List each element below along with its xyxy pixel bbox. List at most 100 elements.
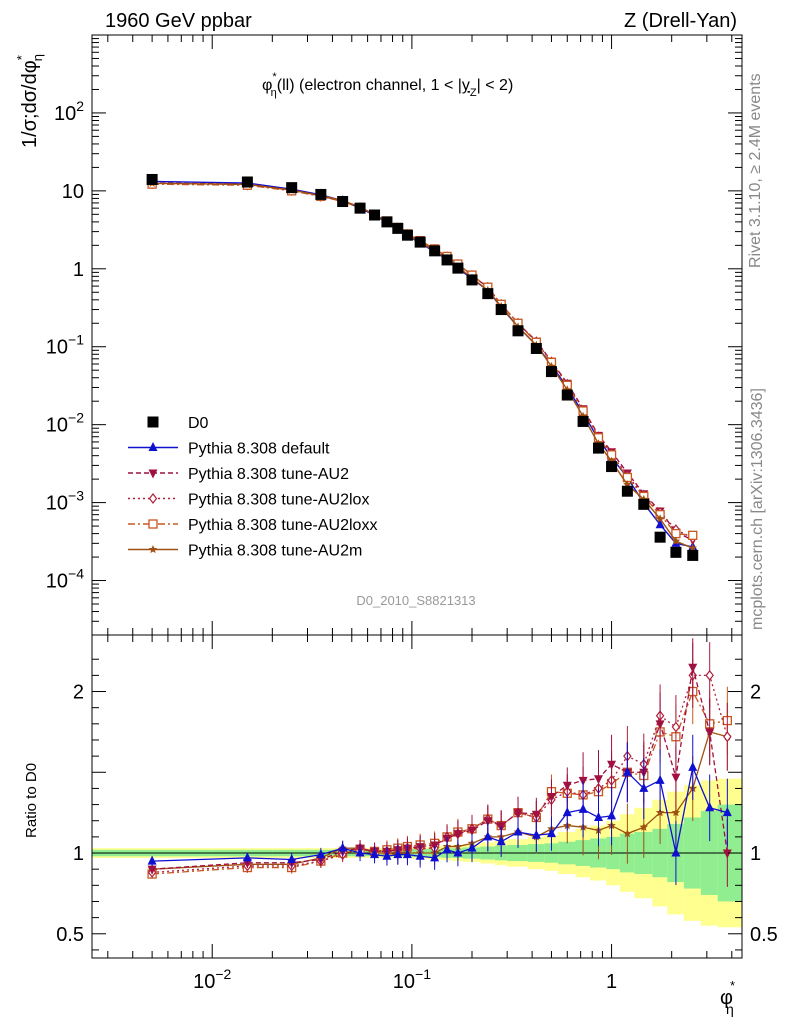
main-y-tick-label: 10−1 bbox=[46, 332, 84, 359]
data-point bbox=[381, 216, 393, 228]
main-y-tick-label: 10−2 bbox=[46, 410, 84, 437]
ratio-point bbox=[453, 847, 463, 857]
ratio-point bbox=[415, 850, 425, 860]
x-axis-label: φ* η bbox=[720, 978, 735, 1017]
x-tick-label: 10−1 bbox=[393, 966, 431, 993]
ratio-point bbox=[671, 808, 681, 817]
ratio-point bbox=[671, 721, 681, 733]
main-panel: 10−4 10−3 10−2 10−1 1 10 102 D0 Pythia 8.308 def… bbox=[46, 34, 743, 636]
data-point bbox=[146, 173, 158, 185]
x-tick-label: 1 bbox=[606, 971, 617, 993]
ratio-point bbox=[355, 847, 365, 857]
legend-label: Pythia 8.308 tune-AU2 bbox=[188, 466, 349, 483]
ratio-point bbox=[622, 766, 632, 776]
data-point bbox=[369, 209, 381, 221]
ratio-point bbox=[467, 842, 477, 852]
ratio-panel: 0.5 0.5 1 1 2 2 10−2 10−1 1 bbox=[56, 634, 778, 993]
data-point bbox=[482, 288, 494, 300]
ratio-series-default bbox=[147, 734, 732, 886]
ratio-point bbox=[402, 849, 412, 859]
ratio-point bbox=[242, 852, 252, 862]
data-point bbox=[670, 546, 682, 558]
ratio-point bbox=[483, 817, 493, 827]
main-y-tick-label: 1 bbox=[73, 259, 84, 281]
legend-label: Pythia 8.308 tune-AU2loxx bbox=[188, 517, 377, 534]
ratio-point bbox=[287, 853, 297, 863]
ratio-point bbox=[546, 793, 556, 802]
ratio-point bbox=[671, 773, 681, 783]
ratio-point bbox=[338, 842, 348, 852]
data-point bbox=[392, 222, 404, 234]
legend-label: Pythia 8.308 tune-AU2m bbox=[188, 543, 362, 560]
data-point bbox=[655, 514, 665, 523]
ratio-point bbox=[639, 822, 649, 831]
legend-marker bbox=[147, 416, 159, 428]
series-au2lox bbox=[147, 178, 698, 544]
data-point bbox=[687, 549, 699, 561]
data-point bbox=[561, 389, 573, 401]
data-point bbox=[621, 485, 633, 497]
data-point bbox=[688, 543, 697, 552]
main-y-tick-label: 10−3 bbox=[46, 488, 84, 515]
ratio-point bbox=[705, 669, 714, 681]
ratio-point bbox=[531, 810, 541, 820]
legend: D0 Pythia 8.308 default Pythia 8.308 tune-… bbox=[128, 415, 377, 560]
data-point bbox=[545, 366, 557, 378]
ratio-point bbox=[242, 859, 252, 869]
data-point bbox=[452, 262, 464, 274]
ratio-point bbox=[147, 855, 157, 865]
ratio-point bbox=[623, 829, 632, 838]
data-point bbox=[429, 245, 441, 257]
main-y-tick-label: 10−4 bbox=[46, 566, 84, 593]
ratio-point bbox=[382, 850, 392, 860]
ratio-point bbox=[370, 849, 380, 859]
ratio-point bbox=[393, 849, 403, 859]
ratio-point bbox=[722, 807, 732, 817]
analysis-id-label: D0_2010_S8821313 bbox=[356, 593, 475, 608]
data-point bbox=[466, 274, 478, 286]
series-au2loxx bbox=[147, 179, 698, 540]
ratio-point bbox=[607, 760, 617, 770]
ratio-point bbox=[453, 830, 463, 840]
ratio-y-tick-label-left: 0.5 bbox=[56, 924, 84, 946]
data-point bbox=[337, 196, 349, 208]
data-point bbox=[414, 236, 426, 248]
data-point bbox=[512, 325, 524, 337]
chart-title: φ* η(ll) (electron channel, 1 < |yZ| < 2) bbox=[262, 71, 513, 99]
data-point bbox=[530, 342, 542, 354]
ratio-point bbox=[562, 781, 572, 791]
x-tick-label: 10−2 bbox=[193, 966, 231, 993]
data-point bbox=[655, 519, 665, 529]
process-label: Z (Drell-Yan) bbox=[624, 10, 737, 32]
data-point bbox=[688, 530, 698, 540]
data-point bbox=[495, 304, 507, 316]
mcplots-label: mcplots.cern.ch [arXiv:1306.3436] bbox=[749, 388, 766, 630]
data-point bbox=[606, 461, 618, 473]
ratio-y-tick-label-left: 1 bbox=[73, 843, 84, 865]
ratio-point bbox=[722, 849, 732, 859]
legend-label: Pythia 8.308 tune-AU2lox bbox=[188, 492, 369, 509]
ratio-point bbox=[593, 811, 603, 821]
ratio-point bbox=[655, 774, 665, 784]
ratio-plot-frame bbox=[91, 634, 743, 959]
legend-marker bbox=[148, 493, 158, 504]
main-y-tick-label: 10 bbox=[62, 181, 84, 203]
ratio-point bbox=[430, 852, 440, 862]
main-y-tick-label: 102 bbox=[54, 98, 84, 125]
ratio-point bbox=[705, 802, 715, 812]
ratio-point bbox=[513, 809, 523, 819]
ratio-point bbox=[467, 826, 477, 836]
data-point bbox=[654, 531, 666, 543]
ratio-y-tick-label-right: 1 bbox=[750, 843, 761, 865]
ratio-point bbox=[705, 728, 715, 738]
legend-marker bbox=[148, 442, 158, 451]
ratio-point bbox=[639, 782, 649, 792]
ratio-point bbox=[531, 829, 541, 839]
ratio-point bbox=[483, 831, 493, 841]
ratio-point bbox=[578, 803, 588, 813]
data-point bbox=[315, 188, 327, 200]
ratio-point bbox=[688, 761, 698, 771]
data-point bbox=[441, 254, 453, 266]
data-point bbox=[592, 442, 604, 454]
